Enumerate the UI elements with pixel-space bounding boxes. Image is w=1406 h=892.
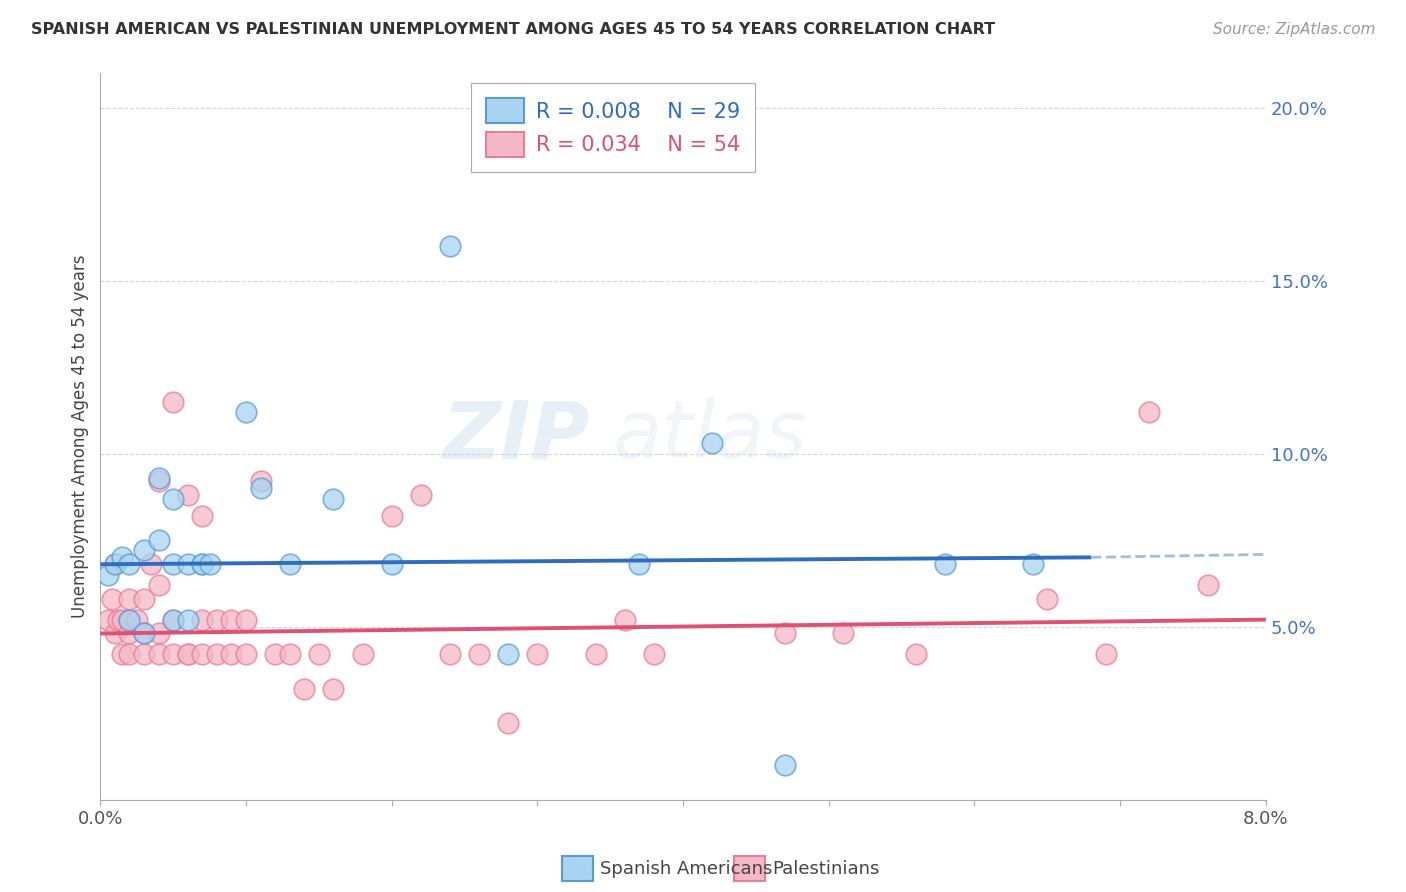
Point — [526, 647, 548, 661]
Text: ZIP: ZIP — [443, 397, 591, 475]
Point — [132, 626, 155, 640]
Point — [439, 647, 461, 661]
Point — [191, 558, 214, 572]
Text: Source: ZipAtlas.com: Source: ZipAtlas.com — [1212, 22, 1375, 37]
Point — [148, 471, 170, 485]
Point — [177, 613, 200, 627]
Point — [162, 613, 184, 627]
Point — [104, 626, 127, 640]
Point — [148, 626, 170, 640]
Point — [381, 558, 404, 572]
Point — [191, 508, 214, 523]
Point — [118, 613, 141, 627]
Point — [308, 647, 330, 661]
Point — [141, 558, 163, 572]
Point — [702, 436, 724, 450]
Point — [162, 558, 184, 572]
Point — [1036, 591, 1059, 606]
Point — [104, 558, 127, 572]
Point — [132, 591, 155, 606]
Point — [97, 613, 120, 627]
Point — [352, 647, 374, 661]
Point — [1137, 405, 1160, 419]
Point — [111, 550, 134, 565]
Point — [409, 488, 432, 502]
Point — [148, 474, 170, 488]
Point — [118, 626, 141, 640]
Point — [191, 647, 214, 661]
Point — [773, 626, 796, 640]
Point — [177, 647, 200, 661]
Point — [221, 613, 243, 627]
Point — [205, 647, 228, 661]
Point — [191, 613, 214, 627]
Y-axis label: Unemployment Among Ages 45 to 54 years: Unemployment Among Ages 45 to 54 years — [72, 254, 89, 618]
Point — [132, 626, 155, 640]
Point — [905, 647, 928, 661]
Point — [118, 647, 141, 661]
Point — [235, 647, 257, 661]
Point — [381, 508, 404, 523]
Point — [322, 491, 344, 506]
Point — [934, 558, 956, 572]
Text: Spanish Americans: Spanish Americans — [600, 860, 773, 878]
Point — [177, 647, 200, 661]
Text: atlas: atlas — [613, 397, 808, 475]
Point — [278, 558, 301, 572]
Point — [439, 239, 461, 253]
Legend: R = 0.008    N = 29, R = 0.034    N = 54: R = 0.008 N = 29, R = 0.034 N = 54 — [471, 83, 755, 172]
Point — [585, 647, 607, 661]
Point — [111, 613, 134, 627]
Point — [97, 567, 120, 582]
Point — [832, 626, 855, 640]
Point — [249, 481, 271, 495]
Point — [198, 558, 221, 572]
Point — [498, 716, 520, 731]
Point — [1094, 647, 1116, 661]
Point — [111, 647, 134, 661]
Point — [498, 647, 520, 661]
Point — [235, 613, 257, 627]
Point — [162, 491, 184, 506]
Point — [162, 613, 184, 627]
Point — [177, 488, 200, 502]
Point — [107, 613, 129, 627]
Point — [613, 613, 636, 627]
Point — [264, 647, 287, 661]
Point — [773, 758, 796, 772]
Point — [148, 533, 170, 547]
Point — [628, 558, 651, 572]
Point — [643, 647, 665, 661]
Point — [249, 474, 271, 488]
Text: SPANISH AMERICAN VS PALESTINIAN UNEMPLOYMENT AMONG AGES 45 TO 54 YEARS CORRELATI: SPANISH AMERICAN VS PALESTINIAN UNEMPLOY… — [31, 22, 995, 37]
Text: Palestinians: Palestinians — [772, 860, 879, 878]
Point — [221, 647, 243, 661]
Point — [101, 591, 124, 606]
Point — [205, 613, 228, 627]
Point — [148, 578, 170, 592]
Point — [132, 647, 155, 661]
Point — [148, 647, 170, 661]
Point — [118, 591, 141, 606]
Point — [235, 405, 257, 419]
Point — [177, 558, 200, 572]
Point — [1022, 558, 1045, 572]
Point — [1197, 578, 1219, 592]
Point — [162, 647, 184, 661]
Point — [125, 613, 148, 627]
Point — [292, 681, 315, 696]
Point — [322, 681, 344, 696]
Point — [191, 558, 214, 572]
Point — [118, 613, 141, 627]
Point — [468, 647, 491, 661]
Point — [118, 558, 141, 572]
Point — [132, 543, 155, 558]
Point — [278, 647, 301, 661]
Point — [104, 558, 127, 572]
Point — [162, 394, 184, 409]
